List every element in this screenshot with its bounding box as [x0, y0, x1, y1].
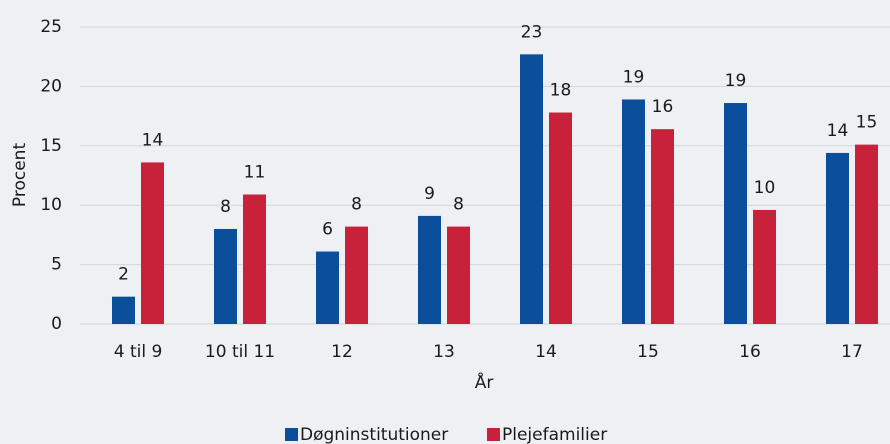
- y-tick-label: 10: [40, 195, 62, 215]
- value-label: 2: [118, 265, 129, 285]
- y-tick-label: 25: [40, 17, 62, 37]
- value-label: 14: [827, 121, 849, 141]
- value-label: 23: [521, 22, 543, 42]
- bar: [724, 103, 747, 324]
- x-tick-label: 4 til 9: [114, 342, 163, 362]
- x-tick-label: 12: [331, 342, 353, 362]
- bar: [622, 99, 645, 324]
- bar: [753, 209, 776, 324]
- value-label: 9: [424, 184, 435, 204]
- bar: [243, 194, 266, 324]
- legend-swatch: [487, 428, 500, 441]
- bar: [316, 251, 339, 324]
- bar: [112, 296, 135, 324]
- bar: [651, 129, 674, 324]
- value-label: 10: [754, 178, 776, 198]
- bar: [520, 54, 543, 324]
- y-tick-label: 15: [40, 136, 62, 156]
- x-tick-label: 15: [637, 342, 659, 362]
- bar: [141, 162, 164, 324]
- value-label: 18: [550, 81, 572, 101]
- bar: [214, 228, 237, 324]
- value-label: 14: [142, 130, 164, 150]
- bar: [826, 152, 849, 324]
- value-label: 16: [652, 97, 674, 117]
- value-label: 15: [856, 113, 878, 133]
- legend-label: Døgninstitutioner: [300, 425, 448, 444]
- y-tick-label: 0: [51, 314, 62, 334]
- bar: [855, 144, 878, 324]
- value-label: 8: [453, 195, 464, 215]
- x-axis-label: År: [475, 371, 494, 393]
- x-tick-label: 14: [535, 342, 557, 362]
- x-tick-label: 10 til 11: [205, 342, 275, 362]
- value-label: 8: [220, 197, 231, 217]
- x-tick-label: 16: [739, 342, 761, 362]
- value-label: 11: [244, 163, 266, 183]
- bar: [549, 112, 572, 324]
- legend-label: Plejefamilier: [502, 425, 607, 444]
- y-tick-label: 5: [51, 255, 62, 275]
- legend-swatch: [285, 428, 298, 441]
- y-axis-label: Procent: [10, 143, 30, 208]
- value-label: 19: [725, 71, 747, 91]
- bar: [447, 226, 470, 324]
- value-label: 6: [322, 220, 333, 240]
- y-tick-label: 20: [40, 76, 62, 96]
- value-label: 8: [351, 195, 362, 215]
- bar: [418, 215, 441, 324]
- bar: [345, 226, 368, 324]
- x-tick-label: 17: [841, 342, 863, 362]
- x-tick-label: 13: [433, 342, 455, 362]
- value-label: 19: [623, 67, 645, 87]
